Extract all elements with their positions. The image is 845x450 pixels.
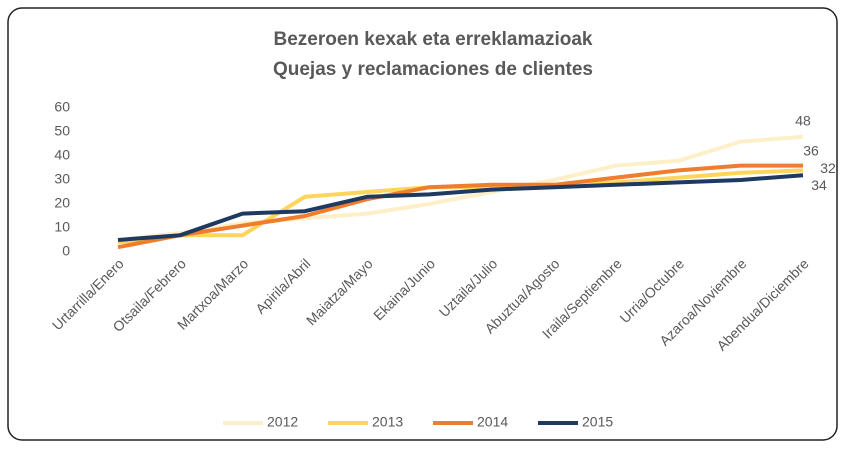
chart-subtitle: Quejas y reclamaciones de clientes [273, 59, 593, 80]
legend-label: 2015 [582, 414, 613, 430]
series-line [117, 163, 803, 250]
y-tick-label: 50 [54, 123, 70, 139]
y-tick-label: 40 [54, 147, 70, 163]
chart-frame [7, 7, 838, 441]
y-tick-label: 30 [54, 171, 70, 187]
legend-label: 2012 [267, 414, 298, 430]
y-tick-label: 60 [54, 99, 70, 115]
data-label: 32 [820, 160, 836, 176]
y-tick-label: 0 [62, 243, 70, 259]
data-label: 36 [803, 142, 819, 158]
data-label: 34 [811, 177, 827, 193]
legend-label: 2013 [372, 414, 403, 430]
data-label: 48 [795, 113, 811, 129]
series-line [117, 134, 804, 242]
legend-label: 2014 [477, 414, 508, 430]
y-tick-label: 20 [54, 195, 70, 211]
series-line [117, 173, 804, 242]
chart-title: Bezeroen kexak eta erreklamazioak [274, 29, 593, 50]
y-tick-label: 10 [54, 219, 70, 235]
